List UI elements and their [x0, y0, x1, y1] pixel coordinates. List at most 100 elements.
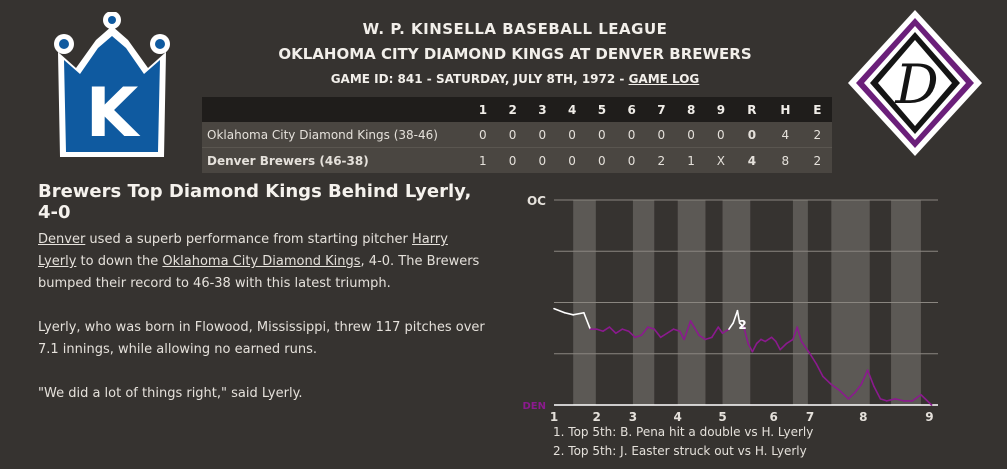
- wp-line-segment: [755, 338, 762, 345]
- wp-line-segment: [885, 398, 897, 402]
- brewers-logo: D: [848, 10, 982, 156]
- wp-line-segment: [809, 352, 818, 365]
- wp-line-segment: [911, 393, 922, 402]
- inning-score: 0: [527, 147, 558, 173]
- league-title: W. P. KINSELLA BASEBALL LEAGUE: [362, 20, 668, 38]
- x-tick-label: 4: [674, 410, 682, 423]
- wp-line-segment: [815, 363, 824, 378]
- x-tick-label: 8: [859, 410, 867, 423]
- inning-score: 0: [706, 122, 736, 148]
- wp-line-segment: [785, 338, 794, 345]
- wp-line-segment: [640, 326, 649, 337]
- story-paragraph: "We did a lot of things right," said Lye…: [38, 386, 303, 401]
- wp-line-segment: [866, 369, 875, 388]
- wp-line-segment: [659, 332, 668, 339]
- wp-line-segment: [717, 326, 724, 335]
- story-text: used a superb performance from starting …: [85, 232, 413, 247]
- inning-score: 0: [587, 147, 617, 173]
- game-log-link[interactable]: GAME LOG: [628, 72, 700, 86]
- wp-line-segment: [572, 311, 585, 316]
- game-story: Brewers Top Diamond Kings Behind Lyerly,…: [38, 181, 490, 405]
- wp-line-segment: [721, 328, 730, 335]
- story-text: to down the: [76, 254, 163, 269]
- linescore-header-row: 1 2 3 4 5 6 7 8 9 R H E: [202, 97, 832, 122]
- story-paragraph: Denver used a superb performance from st…: [38, 229, 490, 295]
- inning-score: 0: [557, 147, 587, 173]
- wp-line-segment: [627, 330, 636, 339]
- wp-line-segment: [873, 385, 882, 400]
- inning-score: 0: [497, 147, 528, 173]
- inning-score: 1: [676, 147, 706, 173]
- header-inning: 8: [676, 97, 706, 122]
- wp-line-segment: [847, 391, 856, 400]
- linescore-table: 1 2 3 4 5 6 7 8 9 R H E Oklahoma City Di…: [202, 97, 832, 173]
- wp-line-segment: [879, 398, 888, 402]
- wp-line-segment: [743, 326, 749, 345]
- header-inning: 7: [646, 97, 677, 122]
- wp-line-segment: [583, 311, 592, 330]
- wp-line-segment: [602, 326, 611, 332]
- x-tick-label: 6: [770, 410, 778, 423]
- inning-score: 2: [646, 147, 677, 173]
- wp-line-segment: [732, 309, 739, 324]
- header-inning: 1: [468, 97, 498, 122]
- play-note-text: Top 5th: B. Pena hit a double vs H. Lyer…: [568, 425, 814, 439]
- header-runs: R: [735, 97, 769, 122]
- inning-score: 0: [468, 122, 498, 148]
- wp-line-segment: [615, 328, 624, 335]
- wp-line-segment: [800, 340, 807, 349]
- team-name: Oklahoma City Diamond Kings (38-46): [202, 122, 468, 148]
- wp-line-segment: [553, 307, 566, 314]
- header-inning: 4: [557, 97, 587, 122]
- wp-line-segment: [672, 328, 681, 332]
- wp-line-segment: [647, 326, 656, 330]
- header-errors: E: [802, 97, 832, 122]
- team-name: Denver Brewers (46-38): [202, 147, 468, 173]
- table-row: Oklahoma City Diamond Kings (38-46) 0 0 …: [202, 122, 832, 148]
- play-note-text: Top 5th: J. Easter struck out vs H. Lyer…: [568, 444, 807, 458]
- header-inning: 6: [616, 97, 647, 122]
- wp-line-segment: [860, 369, 869, 386]
- team-link-denver[interactable]: Denver: [38, 232, 86, 247]
- header-inning: 3: [527, 97, 558, 122]
- runs-total: 0: [735, 122, 769, 148]
- wp-line-segment: [751, 342, 758, 353]
- diamond-kings-logo: K: [54, 12, 170, 157]
- header-inning: 9: [706, 97, 736, 122]
- wp-line-segment: [698, 334, 707, 341]
- errors-total: 2: [802, 147, 832, 173]
- wp-line-segment: [770, 336, 777, 343]
- inning-score: 1: [468, 147, 498, 173]
- header-hits: H: [768, 97, 803, 122]
- wp-line-segment: [679, 330, 685, 341]
- runs-total: 4: [735, 147, 769, 173]
- wp-line-segment: [839, 389, 850, 400]
- wp-line-segment: [634, 334, 643, 339]
- story-headline: Brewers Top Diamond Kings Behind Lyerly,…: [38, 181, 472, 223]
- play-marker: 2: [738, 318, 746, 332]
- table-row: Denver Brewers (46-38) 1 0 0 0 0 0 2 1 X…: [202, 147, 832, 173]
- wp-line-segment: [764, 336, 773, 343]
- team-link-okc[interactable]: Oklahoma City Diamond Kings: [162, 254, 361, 269]
- wp-line-segment: [689, 320, 700, 337]
- wp-line-segment: [747, 342, 754, 353]
- x-tick-label: 1: [550, 410, 558, 423]
- wp-line-segment: [563, 311, 575, 316]
- player-link-lyerly[interactable]: Harry Lyerly: [38, 232, 448, 269]
- play-note: 1. Top 5th: B. Pena hit a double vs H. L…: [553, 425, 814, 439]
- header-inning: 2: [497, 97, 528, 122]
- left-logo-letter: K: [86, 74, 141, 153]
- wp-line-segment: [853, 383, 863, 394]
- game-info-text: GAME ID: 841 - SATURDAY, JULY 8TH, 1972 …: [330, 72, 629, 86]
- y-axis-top-label: OC: [527, 194, 546, 208]
- hits-total: 4: [768, 122, 803, 148]
- play-note-number: 2: [553, 444, 561, 458]
- x-tick-label: 7: [806, 410, 814, 423]
- wp-line-segment: [796, 326, 803, 343]
- wp-line-segment: [711, 326, 720, 339]
- inning-score: 0: [676, 122, 706, 148]
- wp-line-segment: [804, 346, 811, 355]
- play-notes: 1. Top 5th: B. Pena hit a double vs H. L…: [553, 423, 813, 461]
- inning-score: 0: [587, 122, 617, 148]
- story-text: , 4-0. The Brewers bumped their record t…: [38, 254, 480, 291]
